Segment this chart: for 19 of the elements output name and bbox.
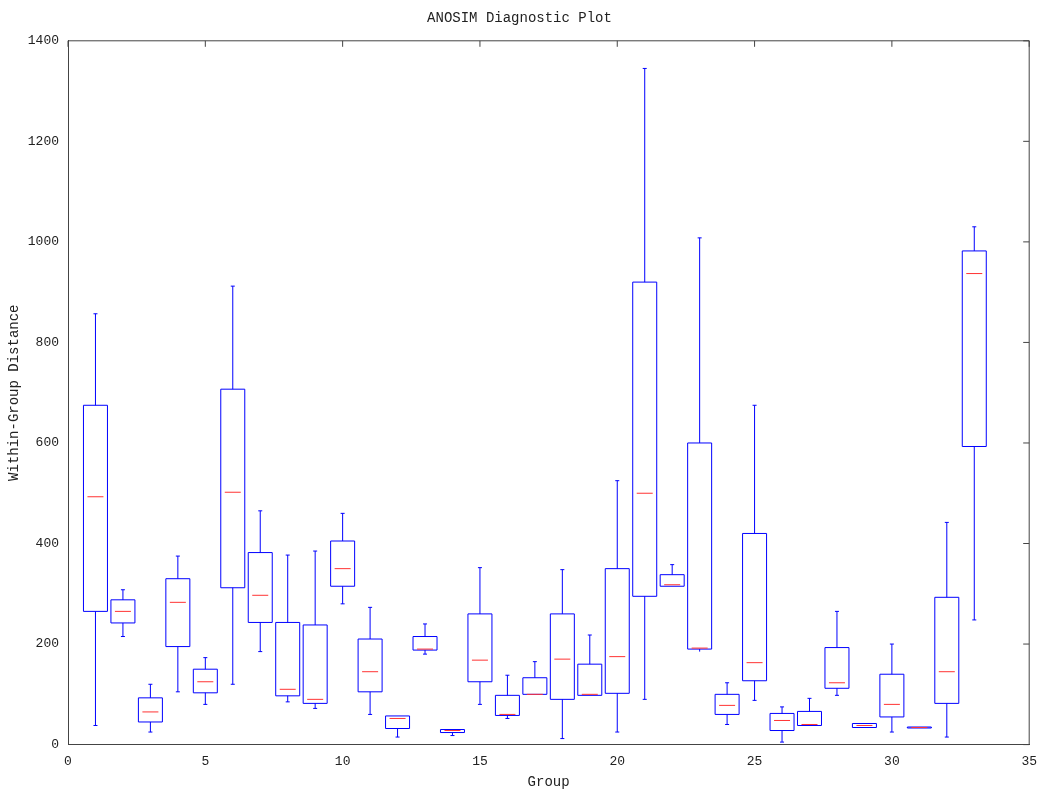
y-tick-label: 200	[35, 636, 60, 652]
x-tick-label: 15	[472, 753, 488, 769]
y-axis-title: Within-Group Distance	[6, 304, 23, 481]
chart-title: ANOSIM Diagnostic Plot	[427, 10, 612, 27]
y-tick-label: 1400	[27, 33, 60, 49]
x-tick-label: 20	[609, 753, 626, 769]
x-tick-label: 35	[1021, 753, 1037, 769]
x-tick-label: 25	[746, 753, 763, 769]
x-axis-title: Group	[527, 774, 570, 791]
x-tick-label: 10	[334, 753, 351, 769]
y-tick-label: 800	[35, 334, 60, 350]
x-tick-label: 5	[201, 753, 210, 769]
y-tick-label: 400	[35, 535, 60, 551]
y-tick-label: 1000	[27, 234, 60, 250]
x-tick-label: 30	[884, 753, 900, 769]
y-tick-label: 1200	[27, 133, 60, 149]
y-tick-label: 600	[35, 435, 60, 451]
y-tick-label: 0	[51, 737, 60, 753]
x-tick-label: 0	[64, 753, 72, 769]
